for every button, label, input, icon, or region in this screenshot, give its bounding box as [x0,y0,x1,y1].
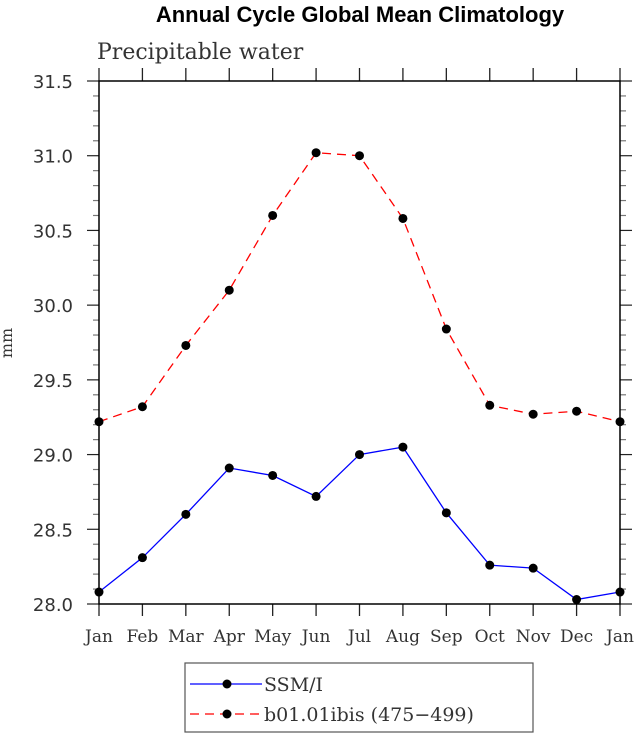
x-tick-label: Aug [385,627,420,647]
y-tick-label: 30.0 [33,296,73,317]
legend-label: SSM/I [264,674,323,696]
y-tick-label: 30.5 [33,221,73,242]
series-line [98,446,621,601]
x-tick-label: Sep [430,627,463,647]
x-tick-labels: Jan Feb Mar Apr May Jun Jul Aug Sep Oct Nov Dec Jan [83,627,634,647]
data-point [572,595,582,605]
y-axis-title: mm [0,328,16,358]
x-tick-label: Nov [516,627,551,647]
data-point [355,151,364,161]
axis-ticks [87,68,632,616]
data-point [268,210,278,220]
data-point [441,508,451,518]
y-tick-label: 29.5 [33,371,73,392]
y-tick-label: 31.5 [33,72,73,93]
data-point [224,285,234,295]
legend-label: b01.01ibis (475−499) [264,704,474,726]
x-tick-label: Jun [300,627,331,647]
data-point [398,442,408,452]
x-tick-label: Jul [346,627,371,647]
chart-title: Annual Cycle Global Mean Climatology [156,2,565,27]
legend-box [184,662,534,733]
data-point [485,560,495,570]
y-tick-label: 28.0 [33,595,73,616]
legend-marker [222,709,232,719]
x-tick-label: Jan [604,627,634,647]
x-tick-label: Dec [560,627,593,647]
y-tick-label: 31.0 [33,147,73,168]
series-group [94,148,625,605]
y-tick-labels: 28.0 28.5 29.0 29.5 30.0 30.5 31.0 31.5 [33,72,73,616]
data-point [528,409,538,419]
x-tick-label: Mar [168,627,205,647]
legend-marker [222,679,232,689]
x-tick-label: Feb [127,627,159,647]
x-tick-label: Jan [83,627,113,647]
data-point [355,450,364,460]
data-point [311,491,321,501]
x-tick-label: Oct [475,627,505,647]
x-tick-label: May [254,627,292,647]
data-point [181,340,191,350]
data-point [137,553,147,563]
y-tick-label: 28.5 [33,520,73,541]
series-line [98,152,621,423]
data-point [398,213,408,223]
data-point [137,402,147,412]
chart-subtitle: Precipitable water [97,40,304,65]
data-point [311,148,321,158]
data-point [224,463,234,473]
plot-frame [98,80,621,605]
legend: SSM/I b01.01ibis (475−499) [184,662,534,733]
y-tick-label: 29.0 [33,446,73,467]
x-tick-label: Apr [213,627,246,647]
data-point [572,406,582,416]
data-point [181,509,191,519]
data-point [268,470,278,480]
data-point [528,563,538,573]
data-point [441,324,451,334]
data-point [485,400,495,410]
